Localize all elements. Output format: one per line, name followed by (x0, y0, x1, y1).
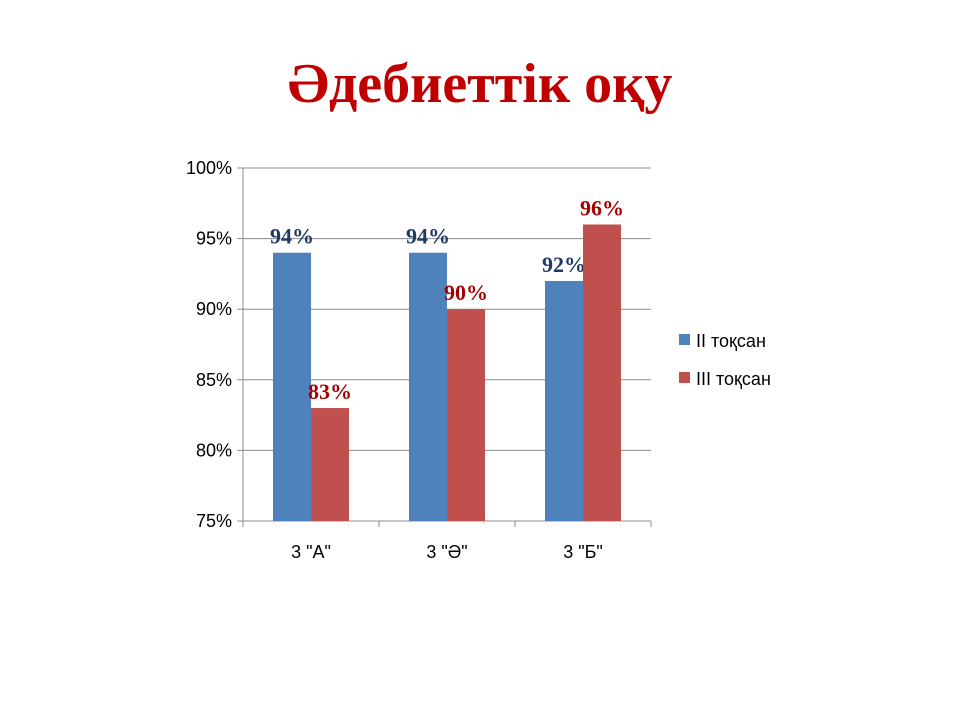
bar (311, 408, 349, 521)
data-label: 92% (542, 252, 586, 277)
y-tick-label: 85% (196, 370, 232, 390)
bar (273, 252, 311, 521)
legend-label: ІІІ тоқсан (696, 369, 771, 389)
chart-title: Әдебиеттік оқу (287, 53, 673, 115)
y-tick-label: 100% (186, 158, 232, 178)
data-label: 90% (444, 280, 488, 305)
data-label: 83% (308, 379, 352, 404)
data-label: 94% (406, 224, 450, 249)
x-tick-label: 3 "А" (291, 542, 331, 562)
bar (583, 224, 621, 522)
bar (409, 252, 447, 521)
legend-label: ІІ тоқсан (696, 331, 766, 351)
data-label: 96% (580, 195, 624, 220)
bar (545, 280, 583, 521)
y-tick-label: 80% (196, 440, 232, 460)
bar (447, 309, 485, 521)
y-tick-label: 90% (196, 299, 232, 319)
legend-swatch (679, 372, 690, 383)
data-label: 94% (270, 224, 314, 249)
y-tick-label: 75% (196, 511, 232, 531)
legend-swatch (679, 334, 690, 345)
x-tick-label: 3 "Ә" (426, 542, 467, 562)
y-tick-label: 95% (196, 229, 232, 249)
x-tick-label: 3 "Б" (563, 542, 603, 562)
